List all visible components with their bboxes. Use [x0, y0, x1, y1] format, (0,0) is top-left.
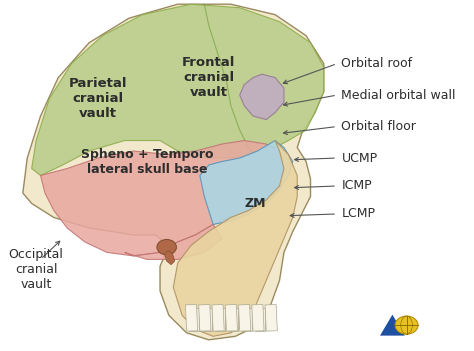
Bar	[242, 308, 252, 331]
Text: Medial orbital wall: Medial orbital wall	[341, 88, 456, 101]
Bar	[255, 308, 265, 331]
Polygon shape	[240, 74, 284, 120]
Text: Spheno + Temporo
lateral skull base: Spheno + Temporo lateral skull base	[81, 147, 213, 176]
Text: Frontal
cranial
vault: Frontal cranial vault	[182, 56, 236, 99]
Polygon shape	[164, 251, 174, 265]
Text: Orbital roof: Orbital roof	[341, 57, 413, 70]
Bar	[238, 305, 251, 331]
Text: UCMP: UCMP	[341, 152, 378, 165]
Bar	[252, 305, 264, 331]
Bar	[199, 305, 211, 331]
Bar	[265, 305, 277, 331]
Bar	[189, 308, 199, 331]
Polygon shape	[173, 140, 297, 336]
Text: LCMP: LCMP	[341, 207, 375, 220]
Polygon shape	[32, 4, 324, 175]
Bar	[185, 305, 198, 331]
Polygon shape	[380, 314, 405, 336]
Bar	[215, 308, 225, 331]
Bar	[202, 308, 212, 331]
Bar	[225, 305, 237, 331]
Polygon shape	[41, 140, 284, 256]
Text: Occipital
cranial
vault: Occipital cranial vault	[9, 249, 64, 291]
Polygon shape	[200, 140, 293, 224]
Text: ZM: ZM	[245, 197, 266, 210]
Text: Orbital floor: Orbital floor	[341, 120, 416, 133]
Circle shape	[395, 316, 418, 334]
Circle shape	[157, 239, 176, 255]
Text: ICMP: ICMP	[341, 179, 372, 192]
Bar	[228, 308, 238, 331]
Polygon shape	[23, 4, 324, 340]
Text: Parietal
cranial
vault: Parietal cranial vault	[69, 77, 128, 120]
Bar	[212, 305, 224, 331]
Polygon shape	[125, 224, 222, 259]
